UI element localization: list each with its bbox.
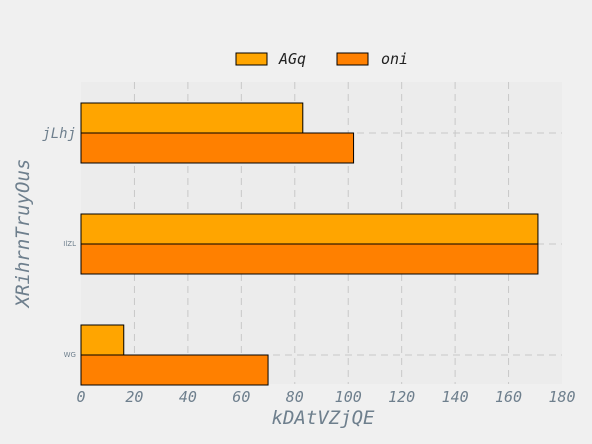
bar-oni-ilzl <box>80 243 539 275</box>
x-tick-label: 80 <box>286 388 304 406</box>
bar-agq-jlhj <box>80 102 304 134</box>
legend: AGq oni <box>235 50 408 68</box>
x-axis-ticks: 0 20 40 60 80 100 120 140 160 180 <box>76 388 575 406</box>
y-axis-label: XRihrnTruyOus <box>12 159 34 310</box>
bar-agq-ilzl <box>80 213 539 245</box>
x-tick-label: 40 <box>179 388 197 406</box>
y-axis-ticks: jLhj IlZL WG <box>42 126 76 359</box>
legend-label-agq: AGq <box>278 50 306 68</box>
bar-oni-wg <box>80 354 269 386</box>
y-tick-label: WG <box>64 351 76 359</box>
x-tick-label: 20 <box>125 388 143 406</box>
x-tick-label: 100 <box>335 388 362 406</box>
y-tick-label: jLhj <box>42 126 76 142</box>
x-tick-label: 180 <box>548 388 575 406</box>
x-tick-label: 140 <box>442 388 469 406</box>
bar-agq-wg <box>80 324 125 356</box>
y-tick-label: IlZL <box>63 240 76 248</box>
x-tick-label: 60 <box>232 388 250 406</box>
x-tick-label: 0 <box>76 388 85 406</box>
legend-swatch-oni <box>336 52 369 66</box>
bars <box>80 102 539 386</box>
x-axis-label: kDAtVZjQE <box>272 407 376 429</box>
x-tick-label: 120 <box>388 388 415 406</box>
x-tick-label: 160 <box>495 388 522 406</box>
legend-swatch-agq <box>235 52 268 66</box>
bar-oni-jlhj <box>80 132 355 164</box>
legend-label-oni: oni <box>381 50 408 68</box>
